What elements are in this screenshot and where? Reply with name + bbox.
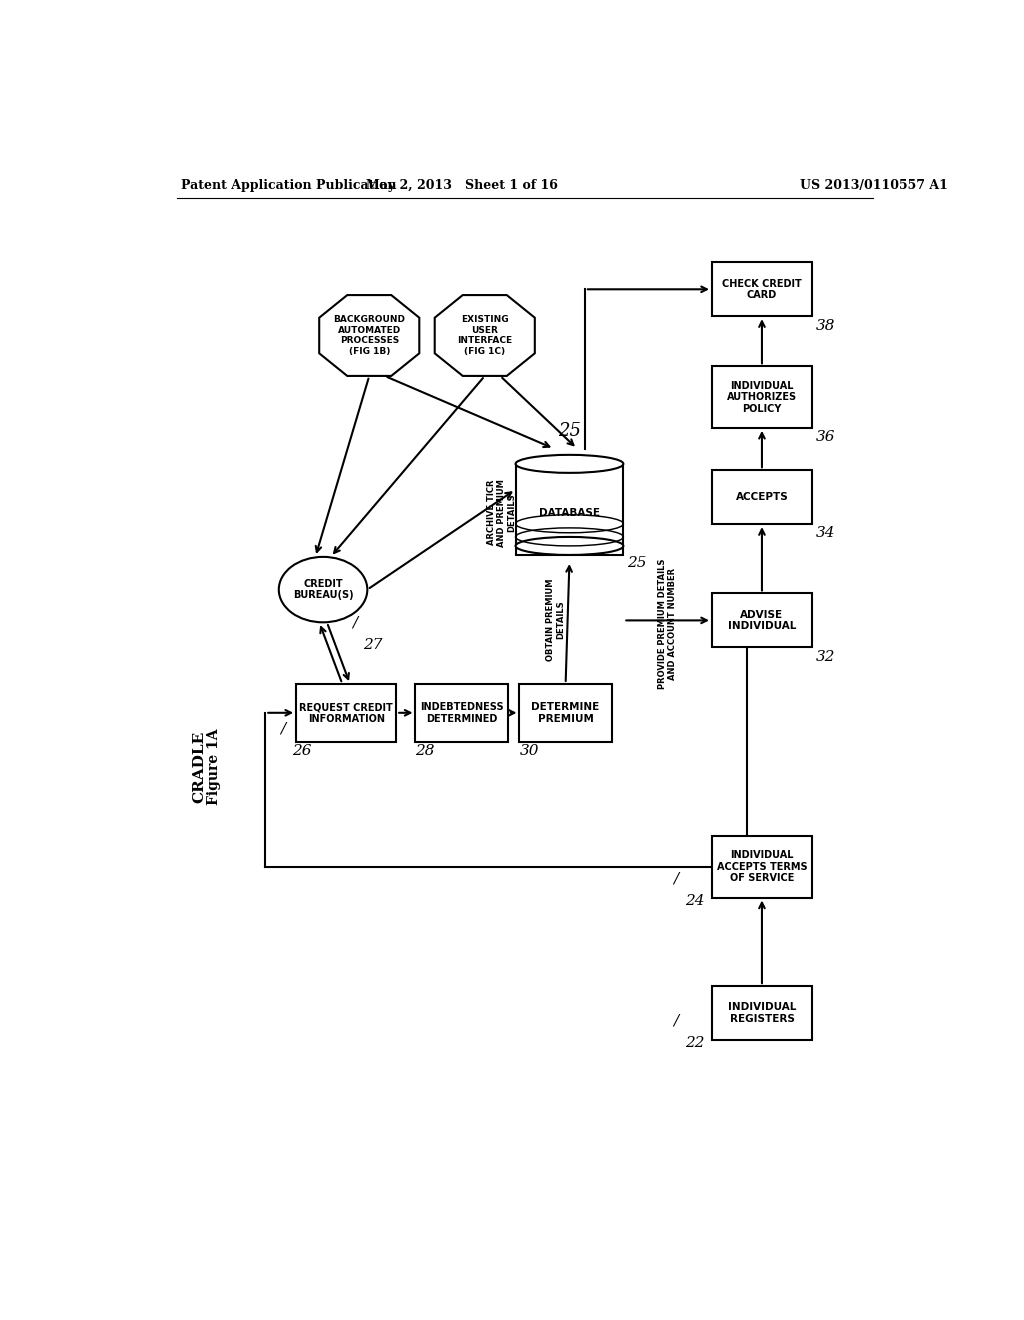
Bar — [515, 463, 624, 554]
Text: INDEBTEDNESS
DETERMINED: INDEBTEDNESS DETERMINED — [420, 702, 504, 723]
Text: DATABASE: DATABASE — [539, 508, 600, 517]
Text: 30: 30 — [519, 744, 539, 758]
Text: CREDIT
BUREAU(S): CREDIT BUREAU(S) — [293, 578, 353, 601]
Text: 26: 26 — [292, 744, 311, 758]
Text: 27: 27 — [364, 638, 383, 652]
Text: INDIVIDUAL
AUTHORIZES
POLICY: INDIVIDUAL AUTHORIZES POLICY — [727, 380, 797, 413]
Polygon shape — [319, 296, 419, 376]
Text: 25: 25 — [628, 557, 647, 570]
Text: /: / — [674, 871, 679, 886]
Bar — [712, 836, 812, 898]
Text: ADVISE
INDIVIDUAL: ADVISE INDIVIDUAL — [728, 610, 796, 631]
Text: 36: 36 — [816, 430, 836, 445]
Bar — [712, 470, 812, 524]
Text: EXISTING
USER
INTERFACE
(FIG 1C): EXISTING USER INTERFACE (FIG 1C) — [457, 315, 512, 355]
Text: BACKGROUND
AUTOMATED
PROCESSES
(FIG 1B): BACKGROUND AUTOMATED PROCESSES (FIG 1B) — [333, 315, 406, 355]
Text: ACCEPTS: ACCEPTS — [735, 492, 788, 502]
Text: Figure 1A: Figure 1A — [207, 729, 221, 805]
Bar — [712, 594, 812, 647]
Text: 25: 25 — [558, 421, 581, 440]
Text: 28: 28 — [416, 744, 435, 758]
Bar — [712, 367, 812, 428]
Bar — [712, 263, 812, 317]
Bar — [519, 684, 611, 742]
Bar — [296, 684, 396, 742]
Text: /: / — [281, 722, 286, 735]
Text: 34: 34 — [816, 527, 836, 540]
Bar — [416, 684, 508, 742]
Bar — [712, 986, 812, 1040]
Text: DETERMINE
PREMIUM: DETERMINE PREMIUM — [531, 702, 600, 723]
Ellipse shape — [279, 557, 368, 622]
Text: PROVIDE PREMIUM DETAILS
AND ACCOUNT NUMBER: PROVIDE PREMIUM DETAILS AND ACCOUNT NUMB… — [658, 560, 677, 689]
Polygon shape — [435, 296, 535, 376]
Text: US 2013/0110557 A1: US 2013/0110557 A1 — [801, 178, 948, 191]
Text: May 2, 2013   Sheet 1 of 16: May 2, 2013 Sheet 1 of 16 — [366, 178, 558, 191]
Ellipse shape — [515, 455, 624, 473]
Text: INDIVIDUAL
REGISTERS: INDIVIDUAL REGISTERS — [728, 1002, 796, 1024]
Text: CHECK CREDIT
CARD: CHECK CREDIT CARD — [722, 279, 802, 300]
Text: /: / — [352, 615, 357, 630]
Text: ARCHIVE TICR
AND PREMIUM
DETAILS: ARCHIVE TICR AND PREMIUM DETAILS — [486, 479, 516, 546]
Ellipse shape — [515, 537, 624, 554]
Text: /: / — [674, 1014, 679, 1028]
Text: CRADLE: CRADLE — [193, 730, 207, 803]
Text: Patent Application Publication: Patent Application Publication — [180, 178, 396, 191]
Text: 22: 22 — [685, 1036, 705, 1051]
Text: 38: 38 — [816, 318, 836, 333]
Text: 32: 32 — [816, 649, 836, 664]
Text: OBTAIN PREMIUM
DETAILS: OBTAIN PREMIUM DETAILS — [546, 578, 565, 661]
Text: INDIVIDUAL
ACCEPTS TERMS
OF SERVICE: INDIVIDUAL ACCEPTS TERMS OF SERVICE — [717, 850, 807, 883]
Text: REQUEST CREDIT
INFORMATION: REQUEST CREDIT INFORMATION — [299, 702, 393, 723]
Text: 24: 24 — [685, 894, 705, 908]
